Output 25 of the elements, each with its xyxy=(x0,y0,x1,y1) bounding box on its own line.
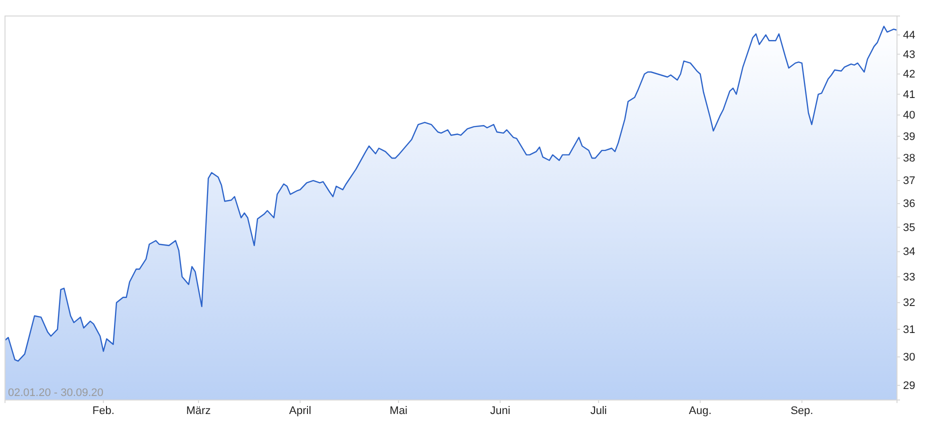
y-tick-label: 40 xyxy=(903,110,916,122)
x-tick-label: Feb. xyxy=(92,404,114,417)
y-tick-label: 31 xyxy=(903,324,916,336)
y-tick-label: 35 xyxy=(903,222,916,234)
y-tick-label: 32 xyxy=(903,297,916,310)
y-tick-label: 41 xyxy=(903,88,916,101)
x-tick-label: April xyxy=(289,404,312,417)
x-tick-label: März xyxy=(186,404,211,417)
y-tick-label: 42 xyxy=(903,68,916,81)
x-tick-label: Sep. xyxy=(790,404,814,417)
y-tick-label: 38 xyxy=(903,152,916,165)
y-tick-label: 39 xyxy=(903,130,916,143)
x-tick-label: Aug. xyxy=(688,404,712,417)
y-tick-label: 43 xyxy=(903,48,916,61)
y-tick-label: 30 xyxy=(903,351,916,364)
y-tick-label: 37 xyxy=(903,175,916,188)
y-tick-label: 36 xyxy=(903,198,916,210)
y-tick-label: 29 xyxy=(903,380,916,392)
y-tick-label: 33 xyxy=(903,271,916,284)
annotation: 02.01.20 - 30.09.20 xyxy=(8,387,104,399)
y-tick-label: 34 xyxy=(903,246,916,258)
x-tick-label: Juni xyxy=(490,404,510,417)
y-tick-label: 44 xyxy=(903,29,916,42)
x-tick-label: Mai xyxy=(390,404,408,417)
x-tick-label: Juli xyxy=(590,404,607,417)
